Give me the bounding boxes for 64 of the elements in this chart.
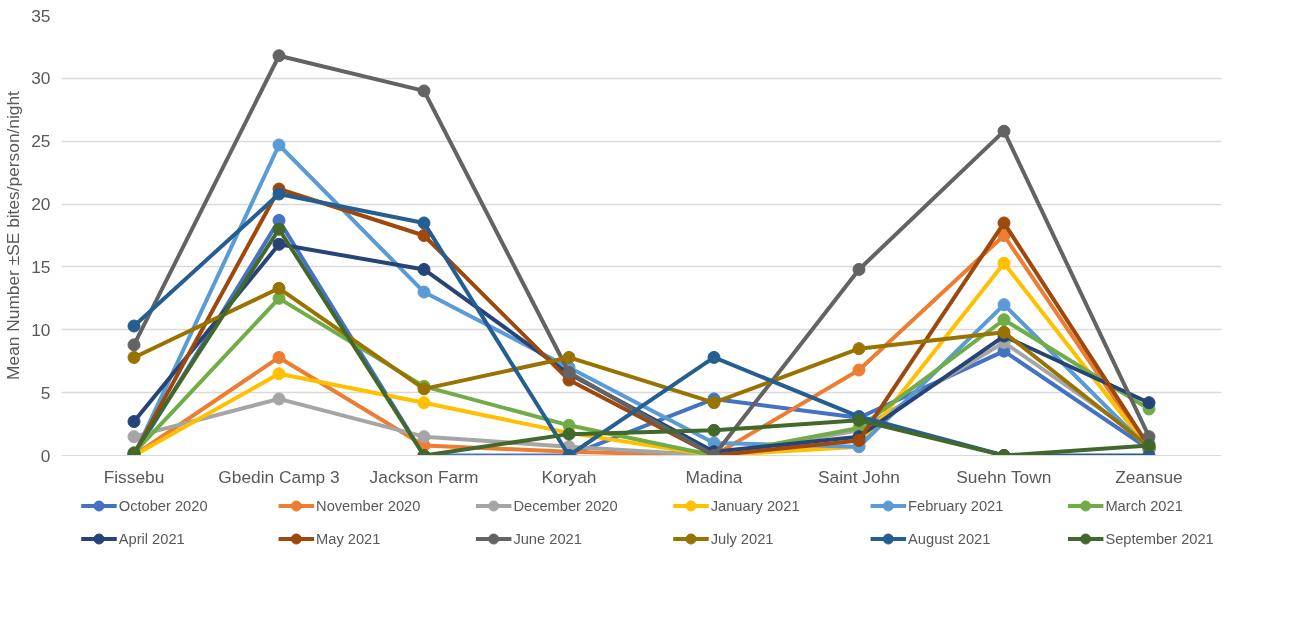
legend-label: February 2021	[908, 498, 1004, 514]
point	[997, 216, 1011, 230]
legend-label: June 2021	[513, 531, 582, 547]
point	[127, 350, 141, 364]
point	[272, 237, 286, 251]
y-tick-label: 30	[31, 68, 51, 89]
point	[417, 396, 431, 410]
point	[707, 423, 721, 437]
x-tick-label: Zeansue	[1115, 466, 1183, 487]
point	[707, 396, 721, 410]
x-tick-label: Saint John	[818, 466, 900, 487]
point	[707, 350, 721, 364]
y-tick-label: 25	[31, 131, 51, 152]
point	[852, 342, 866, 356]
point	[272, 49, 286, 63]
x-tick-label: Fissebu	[103, 466, 165, 487]
legend-label: July 2021	[710, 531, 774, 547]
legend-label: August 2021	[908, 531, 991, 547]
legend-label: October 2020	[118, 498, 208, 514]
point	[272, 281, 286, 295]
point	[127, 430, 141, 444]
point	[272, 222, 286, 236]
point	[562, 350, 576, 364]
point	[997, 313, 1011, 327]
y-tick-label: 0	[40, 445, 51, 466]
point	[127, 319, 141, 333]
point	[272, 367, 286, 381]
point	[272, 392, 286, 406]
y-tick-label: 35	[31, 5, 51, 26]
point	[417, 430, 431, 444]
point	[127, 415, 141, 429]
x-tick-label: Koryah	[541, 466, 597, 487]
legend-label: November 2020	[316, 498, 421, 514]
point	[417, 84, 431, 98]
point	[1142, 396, 1156, 410]
legend-label: January 2021	[710, 498, 800, 514]
point	[852, 363, 866, 377]
x-tick-label: Suehn Town	[956, 466, 1052, 487]
y-tick-label: 5	[40, 382, 51, 403]
x-tick-label: Jackson Farm	[369, 466, 479, 487]
point	[852, 262, 866, 276]
y-axis-title: Mean Number ±SE bites/person/night	[3, 90, 24, 380]
y-tick-label: 10	[31, 319, 51, 340]
point	[997, 256, 1011, 270]
legend-label: December 2020	[513, 498, 618, 514]
y-tick-label: 20	[31, 194, 51, 215]
point	[997, 298, 1011, 312]
legend-label: April 2021	[118, 531, 185, 547]
point	[417, 229, 431, 242]
y-tick-label: 15	[31, 256, 51, 277]
point	[272, 187, 286, 201]
point	[127, 338, 141, 352]
point	[417, 285, 431, 299]
x-tick-label: Gbedin Camp 3	[218, 466, 340, 487]
point	[272, 350, 286, 364]
legend-label: March 2021	[1105, 498, 1183, 514]
x-tick-label: Madina	[685, 466, 743, 487]
point	[997, 325, 1011, 339]
point	[997, 124, 1011, 138]
point	[417, 216, 431, 230]
legend-label: September 2021	[1105, 531, 1214, 547]
legend-label: May 2021	[316, 531, 381, 547]
point	[272, 138, 286, 152]
point	[417, 262, 431, 276]
